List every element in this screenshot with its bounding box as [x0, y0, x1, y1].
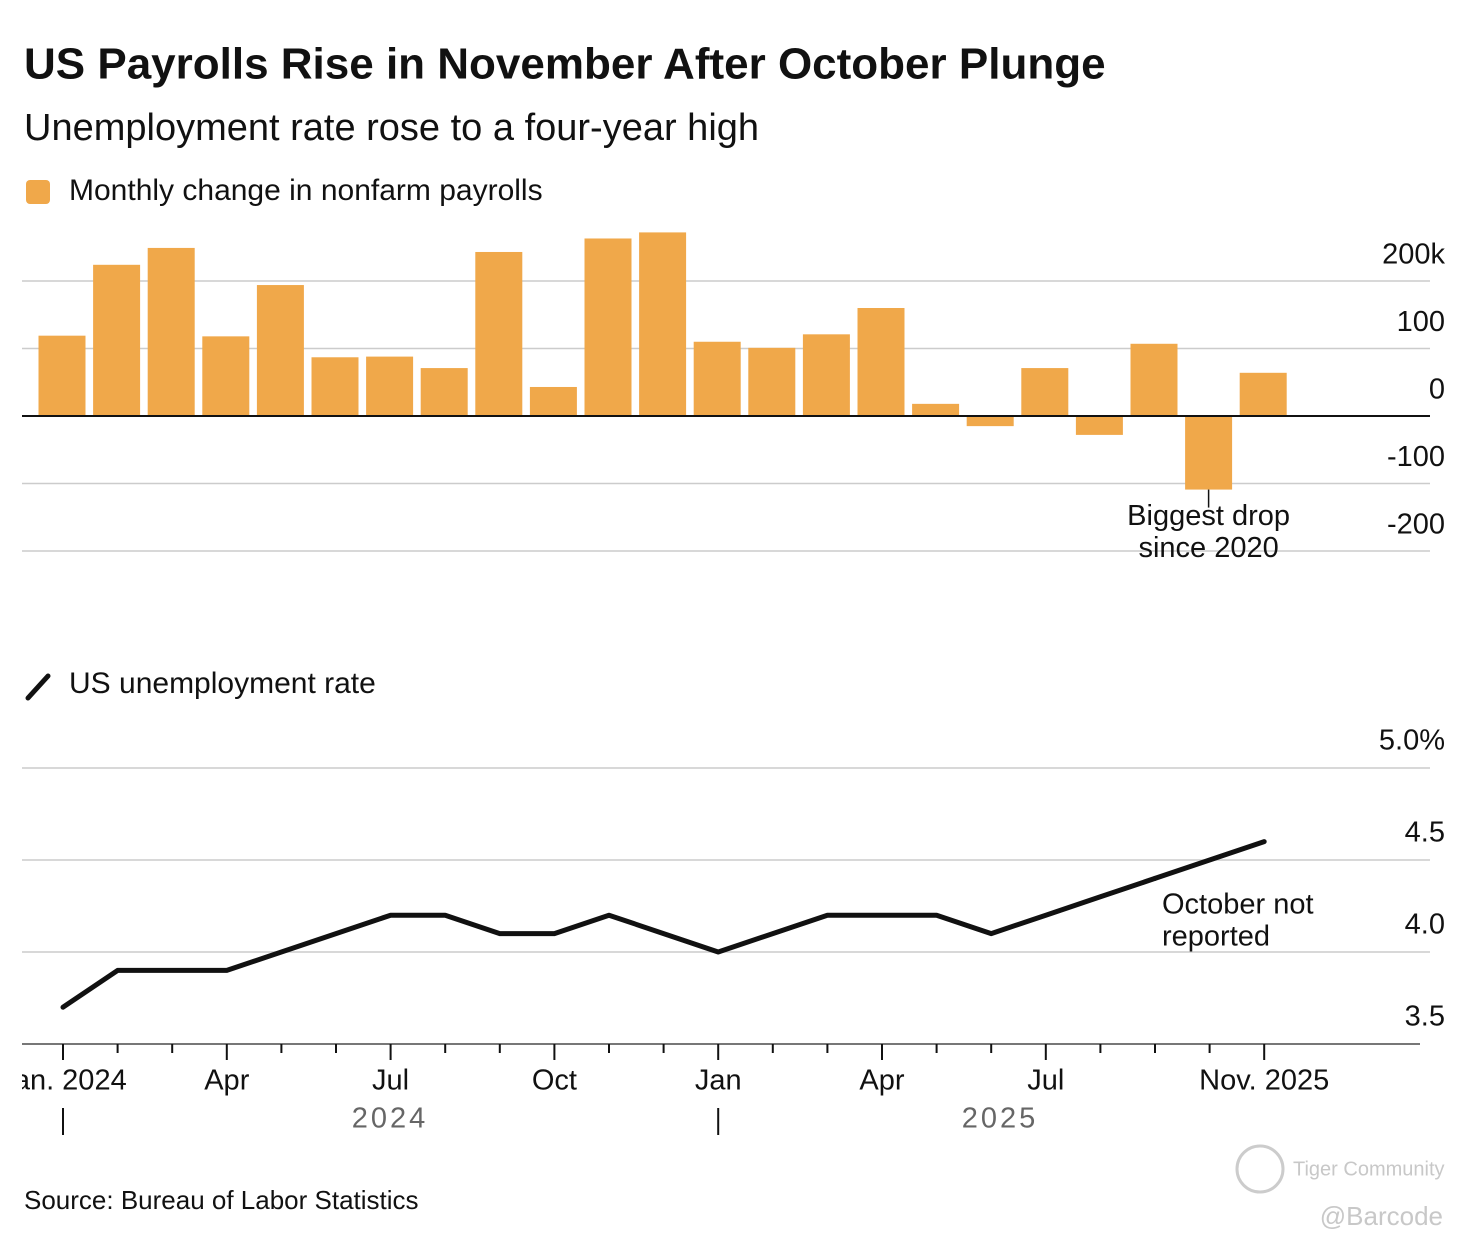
y-tick-label: 200k — [1382, 239, 1445, 271]
annotation: Biggest drop — [1127, 500, 1290, 532]
x-group-label: 2024 — [352, 1103, 429, 1135]
bar — [256, 285, 304, 416]
bar — [202, 336, 250, 416]
bar — [1075, 416, 1123, 435]
y-tick-label: 3.5 — [1405, 1001, 1445, 1033]
bar — [38, 335, 86, 416]
x-tick-label: Jan — [695, 1065, 742, 1097]
x-tick-label: Jan. 2024 — [0, 1065, 127, 1097]
subtitle: Unemployment rate rose to a four-year hi… — [24, 107, 759, 149]
gap-bridge — [1152, 839, 1267, 881]
x-tick-label: Apr — [859, 1065, 904, 1097]
annotation: since 2020 — [1138, 532, 1278, 564]
source: Source: Bureau of Labor Statistics — [24, 1185, 419, 1215]
bar — [1239, 372, 1287, 416]
bar — [639, 232, 687, 416]
x-tick-label: Jul — [1027, 1065, 1064, 1097]
bar — [1185, 416, 1233, 490]
legend-icon — [25, 673, 51, 701]
y-tick-label: -100 — [1387, 441, 1445, 473]
title: US Payrolls Rise in November After Octob… — [24, 40, 1106, 89]
bar — [93, 264, 141, 416]
legend-label: US unemployment rate — [69, 667, 376, 700]
y-tick-label: -200 — [1387, 509, 1445, 541]
watermark-logo — [1235, 1144, 1285, 1194]
bar — [748, 347, 796, 416]
bar — [420, 368, 468, 416]
bar — [857, 308, 905, 416]
bar — [802, 334, 850, 416]
y-tick-label: 0 — [1429, 374, 1445, 406]
bar — [584, 238, 632, 416]
line — [63, 842, 1264, 1008]
bar — [1021, 368, 1069, 416]
bar — [311, 357, 359, 416]
annotation: reported — [1162, 921, 1270, 953]
x-axis: Jan. 2024 Apr Jul Oct Jan Apr Jul Nov. 2025 — [0, 1065, 1329, 1097]
bar — [966, 416, 1014, 427]
bar — [147, 247, 195, 416]
bar — [1130, 343, 1178, 416]
annotation: October not — [1162, 889, 1314, 921]
bar — [912, 403, 960, 416]
legend-swatch — [26, 180, 50, 204]
y-tick-label: 4.0 — [1405, 909, 1445, 941]
watermark: @Barcode — [1320, 1201, 1443, 1231]
bar — [475, 251, 523, 416]
y-tick-label: 5.0% — [1379, 725, 1445, 757]
y-tick-label: 4.5 — [1405, 817, 1445, 849]
x-tick-label: Jul — [372, 1065, 409, 1097]
bar — [529, 386, 577, 416]
watermark: Tiger Community — [1293, 1158, 1445, 1180]
legend-label: Monthly change in nonfarm payrolls — [69, 174, 543, 207]
x-group-label: 2025 — [962, 1103, 1039, 1135]
x-tick-label: Apr — [204, 1065, 249, 1097]
bar — [366, 356, 414, 416]
y-tick-label: 100 — [1397, 306, 1445, 338]
x-tick-label: Oct — [532, 1065, 577, 1097]
x-tick-label: Nov. 2025 — [1199, 1065, 1329, 1097]
bar — [693, 341, 741, 416]
